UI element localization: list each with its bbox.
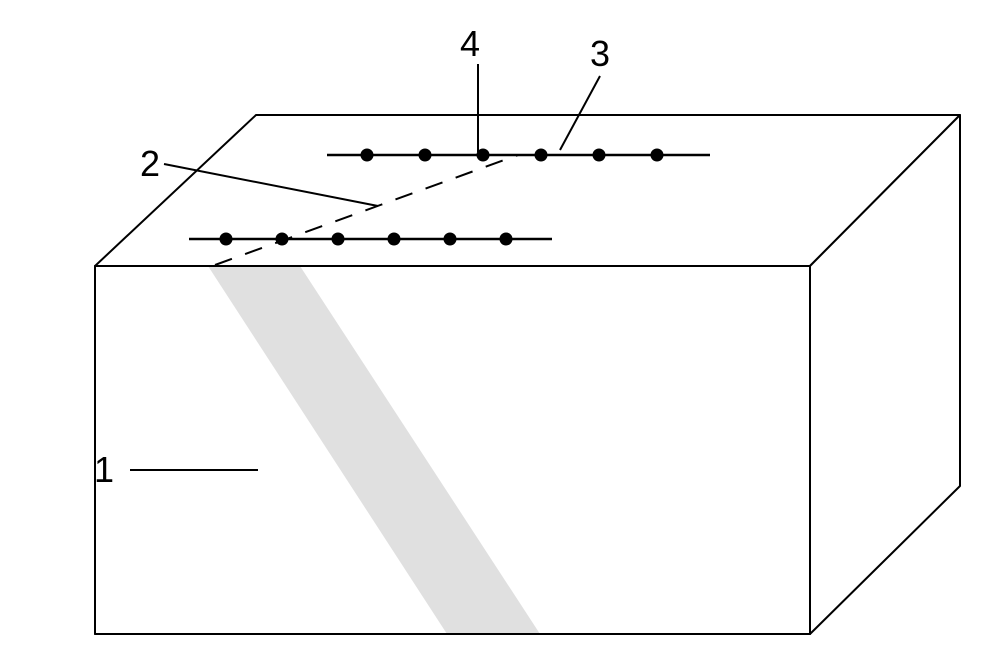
svg-text:4: 4: [460, 23, 480, 64]
svg-text:3: 3: [590, 33, 610, 74]
svg-text:2: 2: [140, 143, 160, 184]
svg-text:1: 1: [94, 449, 114, 490]
diagram-container: 1 2 4 3: [0, 0, 1000, 668]
block-diagram-svg: 1 2 4 3: [0, 0, 1000, 668]
